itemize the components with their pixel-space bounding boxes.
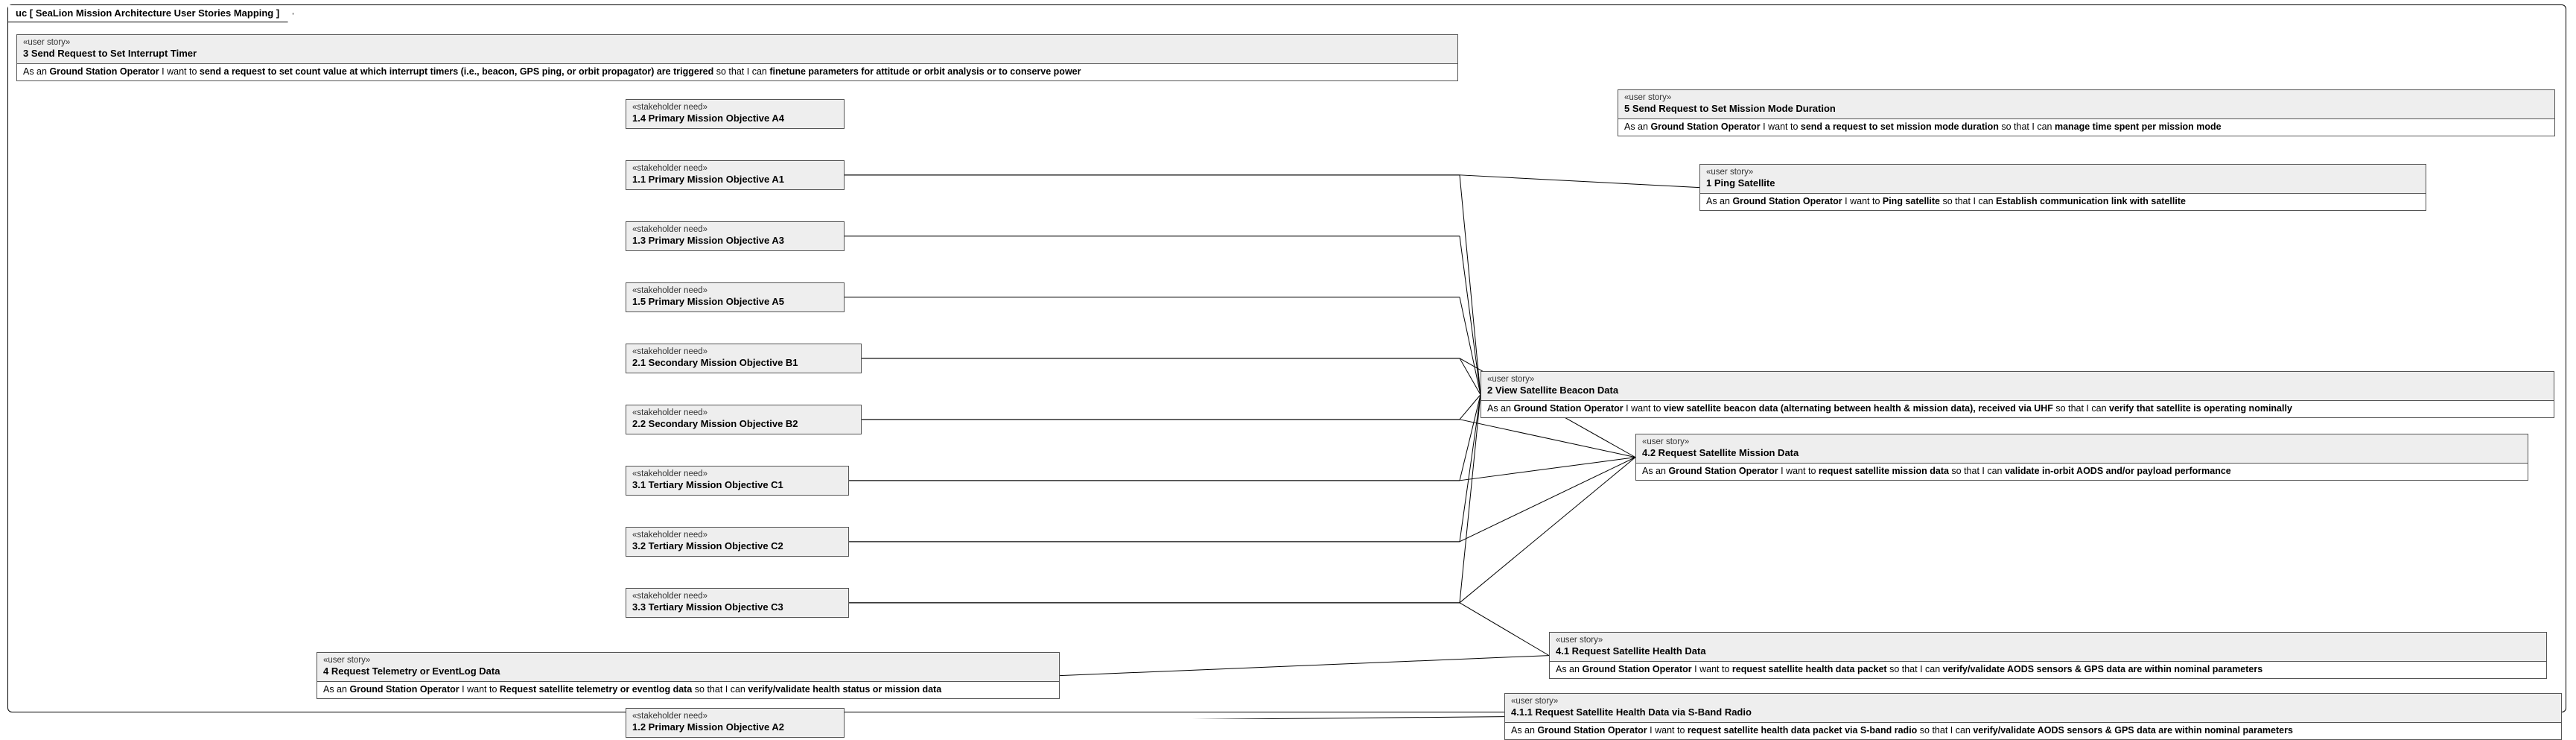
box-sn13: «stakeholder need»1.3 Primary Mission Ob…: [626, 221, 845, 251]
box-body: As an Ground Station Operator I want to …: [1481, 401, 2554, 418]
title-label: 1.3 Primary Mission Objective A3: [632, 235, 838, 247]
box-us2: «user story»2 View Satellite Beacon Data…: [1481, 371, 2554, 418]
box-sn33: «stakeholder need»3.3 Tertiary Mission O…: [626, 588, 849, 618]
stereotype-label: «user story»: [1487, 374, 2548, 385]
title-label: 5 Send Request to Set Mission Mode Durat…: [1624, 103, 2548, 115]
box-us4: «user story»4 Request Telemetry or Event…: [317, 652, 1060, 699]
box-header: «user story»4 Request Telemetry or Event…: [317, 653, 1059, 682]
box-header: «user story»4.1 Request Satellite Health…: [1550, 633, 2546, 662]
stereotype-label: «user story»: [1624, 92, 2548, 103]
title-label: 2.1 Secondary Mission Objective B1: [632, 357, 855, 369]
title-label: 3.3 Tertiary Mission Objective C3: [632, 601, 842, 613]
box-us5: «user story»5 Send Request to Set Missio…: [1618, 89, 2555, 136]
stereotype-label: «stakeholder need»: [632, 347, 855, 357]
diagram-title: uc [ SeaLion Mission Architecture User S…: [8, 5, 293, 22]
title-label: 2 View Satellite Beacon Data: [1487, 385, 2548, 396]
title-label: 4.2 Request Satellite Mission Data: [1642, 447, 2522, 459]
box-us1: «user story»1 Ping SatelliteAs an Ground…: [1699, 164, 2426, 211]
title-label: 1.1 Primary Mission Objective A1: [632, 174, 838, 186]
box-header: «user story»5 Send Request to Set Missio…: [1618, 90, 2554, 119]
title-label: 4 Request Telemetry or EventLog Data: [323, 665, 1053, 677]
stereotype-label: «stakeholder need»: [632, 711, 838, 721]
stereotype-label: «user story»: [1556, 635, 2540, 645]
box-header: «stakeholder need»1.5 Primary Mission Ob…: [626, 283, 844, 312]
box-header: «stakeholder need»2.1 Secondary Mission …: [626, 344, 861, 373]
box-header: «stakeholder need»1.4 Primary Mission Ob…: [626, 100, 844, 128]
box-header: «user story»4.1.1 Request Satellite Heal…: [1505, 694, 2561, 723]
box-body: As an Ground Station Operator I want to …: [1505, 723, 2561, 740]
stereotype-label: «stakeholder need»: [632, 591, 842, 601]
box-us41: «user story»4.1 Request Satellite Health…: [1549, 632, 2547, 679]
box-header: «user story»4.2 Request Satellite Missio…: [1636, 434, 2528, 464]
box-header: «user story»3 Send Request to Set Interr…: [17, 35, 1457, 64]
stereotype-label: «user story»: [1706, 167, 2420, 177]
stereotype-label: «user story»: [1511, 696, 2555, 706]
box-us411: «user story»4.1.1 Request Satellite Heal…: [1504, 693, 2562, 740]
box-us3: «user story»3 Send Request to Set Interr…: [16, 34, 1458, 81]
title-label: 1.4 Primary Mission Objective A4: [632, 113, 838, 124]
box-header: «stakeholder need»3.3 Tertiary Mission O…: [626, 589, 848, 617]
box-header: «stakeholder need»3.2 Tertiary Mission O…: [626, 528, 848, 556]
box-us42: «user story»4.2 Request Satellite Missio…: [1635, 434, 2528, 481]
box-sn15: «stakeholder need»1.5 Primary Mission Ob…: [626, 282, 845, 312]
box-sn11: «stakeholder need»1.1 Primary Mission Ob…: [626, 160, 845, 190]
title-label: 4.1.1 Request Satellite Health Data via …: [1511, 706, 2555, 718]
title-label: 3 Send Request to Set Interrupt Timer: [23, 48, 1451, 60]
box-sn22: «stakeholder need»2.2 Secondary Mission …: [626, 405, 862, 434]
stereotype-label: «stakeholder need»: [632, 469, 842, 479]
stereotype-label: «stakeholder need»: [632, 224, 838, 235]
stereotype-label: «stakeholder need»: [632, 163, 838, 174]
stereotype-label: «user story»: [323, 655, 1053, 665]
title-label: 1.5 Primary Mission Objective A5: [632, 296, 838, 308]
stereotype-label: «stakeholder need»: [632, 408, 855, 418]
box-header: «stakeholder need»1.3 Primary Mission Ob…: [626, 222, 844, 250]
box-header: «user story»1 Ping Satellite: [1700, 165, 2426, 194]
box-sn32: «stakeholder need»3.2 Tertiary Mission O…: [626, 527, 849, 557]
title-label: 3.1 Tertiary Mission Objective C1: [632, 479, 842, 491]
title-label: 1 Ping Satellite: [1706, 177, 2420, 189]
stereotype-label: «stakeholder need»: [632, 530, 842, 540]
box-sn14: «stakeholder need»1.4 Primary Mission Ob…: [626, 99, 845, 129]
box-body: As an Ground Station Operator I want to …: [1618, 119, 2554, 136]
title-label: 4.1 Request Satellite Health Data: [1556, 645, 2540, 657]
title-label: 2.2 Secondary Mission Objective B2: [632, 418, 855, 430]
box-body: As an Ground Station Operator I want to …: [17, 64, 1457, 81]
box-header: «stakeholder need»2.2 Secondary Mission …: [626, 405, 861, 434]
box-header: «stakeholder need»1.1 Primary Mission Ob…: [626, 161, 844, 189]
stereotype-label: «stakeholder need»: [632, 102, 838, 113]
box-body: As an Ground Station Operator I want to …: [1700, 194, 2426, 211]
title-label: 3.2 Tertiary Mission Objective C2: [632, 540, 842, 552]
box-body: As an Ground Station Operator I want to …: [317, 682, 1059, 699]
stereotype-label: «user story»: [23, 37, 1451, 48]
box-body: As an Ground Station Operator I want to …: [1636, 464, 2528, 481]
box-sn31: «stakeholder need»3.1 Tertiary Mission O…: [626, 466, 849, 496]
box-header: «stakeholder need»1.2 Primary Mission Ob…: [626, 709, 844, 737]
stereotype-label: «user story»: [1642, 437, 2522, 447]
box-body: As an Ground Station Operator I want to …: [1550, 662, 2546, 679]
stereotype-label: «stakeholder need»: [632, 285, 838, 296]
box-header: «stakeholder need»3.1 Tertiary Mission O…: [626, 467, 848, 495]
box-sn21: «stakeholder need»2.1 Secondary Mission …: [626, 344, 862, 373]
box-header: «user story»2 View Satellite Beacon Data: [1481, 372, 2554, 401]
box-sn12: «stakeholder need»1.2 Primary Mission Ob…: [626, 708, 845, 738]
title-label: 1.2 Primary Mission Objective A2: [632, 721, 838, 733]
